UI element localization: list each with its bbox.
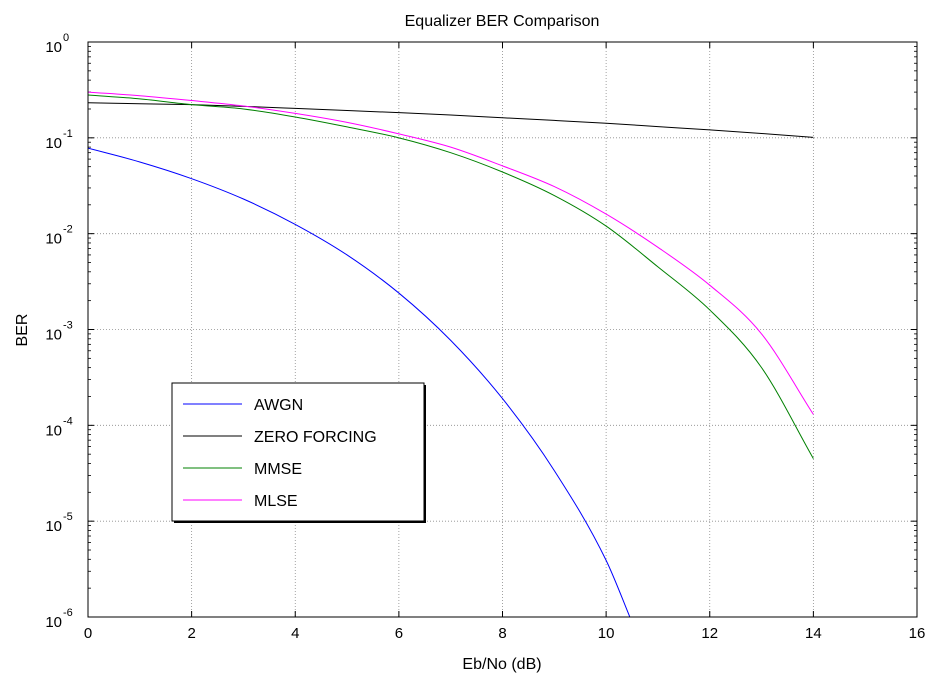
- legend-label-mlse: MLSE: [254, 493, 298, 510]
- y-tick-label: 10: [45, 135, 62, 152]
- x-tick-label: 8: [498, 625, 506, 642]
- y-tick-exponent: -3: [63, 320, 73, 332]
- x-tick-label: 12: [701, 625, 718, 642]
- y-tick-base: 10: [45, 614, 62, 631]
- series-line-awgn: [88, 147, 631, 617]
- legend-box: [171, 382, 425, 522]
- y-tick-exponent: -1: [63, 128, 73, 140]
- y-tick-exponent: 0: [63, 32, 69, 44]
- legend-label-mmse: MMSE: [254, 461, 302, 478]
- series-line-mlse: [88, 91, 814, 415]
- x-tick-label: 6: [395, 625, 403, 642]
- x-tick-label: 16: [909, 625, 926, 642]
- series-line-mmse: [88, 94, 814, 459]
- y-tick-base: 10: [45, 135, 62, 152]
- chart-title: Equalizer BER Comparison: [405, 13, 600, 30]
- x-tick-label: 4: [291, 625, 299, 642]
- series-line-zero-forcing: [88, 102, 814, 138]
- x-axis-label: Eb/No (dB): [462, 656, 541, 673]
- legend: AWGN ZERO FORCING MMSE MLSE: [171, 382, 426, 523]
- y-tick-exponent: -2: [63, 224, 73, 236]
- series-lines: [88, 91, 814, 617]
- y-tick-exponent: -5: [63, 511, 73, 523]
- y-tick-base: 10: [45, 39, 62, 56]
- y-tick-label: 10: [45, 231, 62, 248]
- x-tick-label: 2: [187, 625, 195, 642]
- x-axis-ticks: 0 2 4 6 8 10 12 14 16: [84, 42, 926, 642]
- x-tick-label: 0: [84, 625, 92, 642]
- x-tick-label: 10: [598, 625, 615, 642]
- legend-label-zero-forcing: ZERO FORCING: [254, 429, 377, 446]
- y-tick-base: 10: [45, 231, 62, 248]
- y-tick-base: 10: [45, 327, 62, 344]
- y-tick-label: 10: [45, 422, 62, 439]
- y-tick-base: 10: [45, 518, 62, 535]
- y-tick-label: 10: [45, 39, 62, 56]
- y-tick-label: 10: [45, 327, 62, 344]
- x-tick-label: 14: [805, 625, 822, 642]
- legend-label-awgn: AWGN: [254, 397, 303, 414]
- y-tick-exponent: -4: [63, 415, 73, 427]
- y-tick-exponent: -6: [63, 607, 73, 619]
- y-tick-label: 10: [45, 614, 62, 631]
- y-tick-label: 10: [45, 518, 62, 535]
- y-axis-label: BER: [14, 314, 31, 347]
- y-tick-base: 10: [45, 422, 62, 439]
